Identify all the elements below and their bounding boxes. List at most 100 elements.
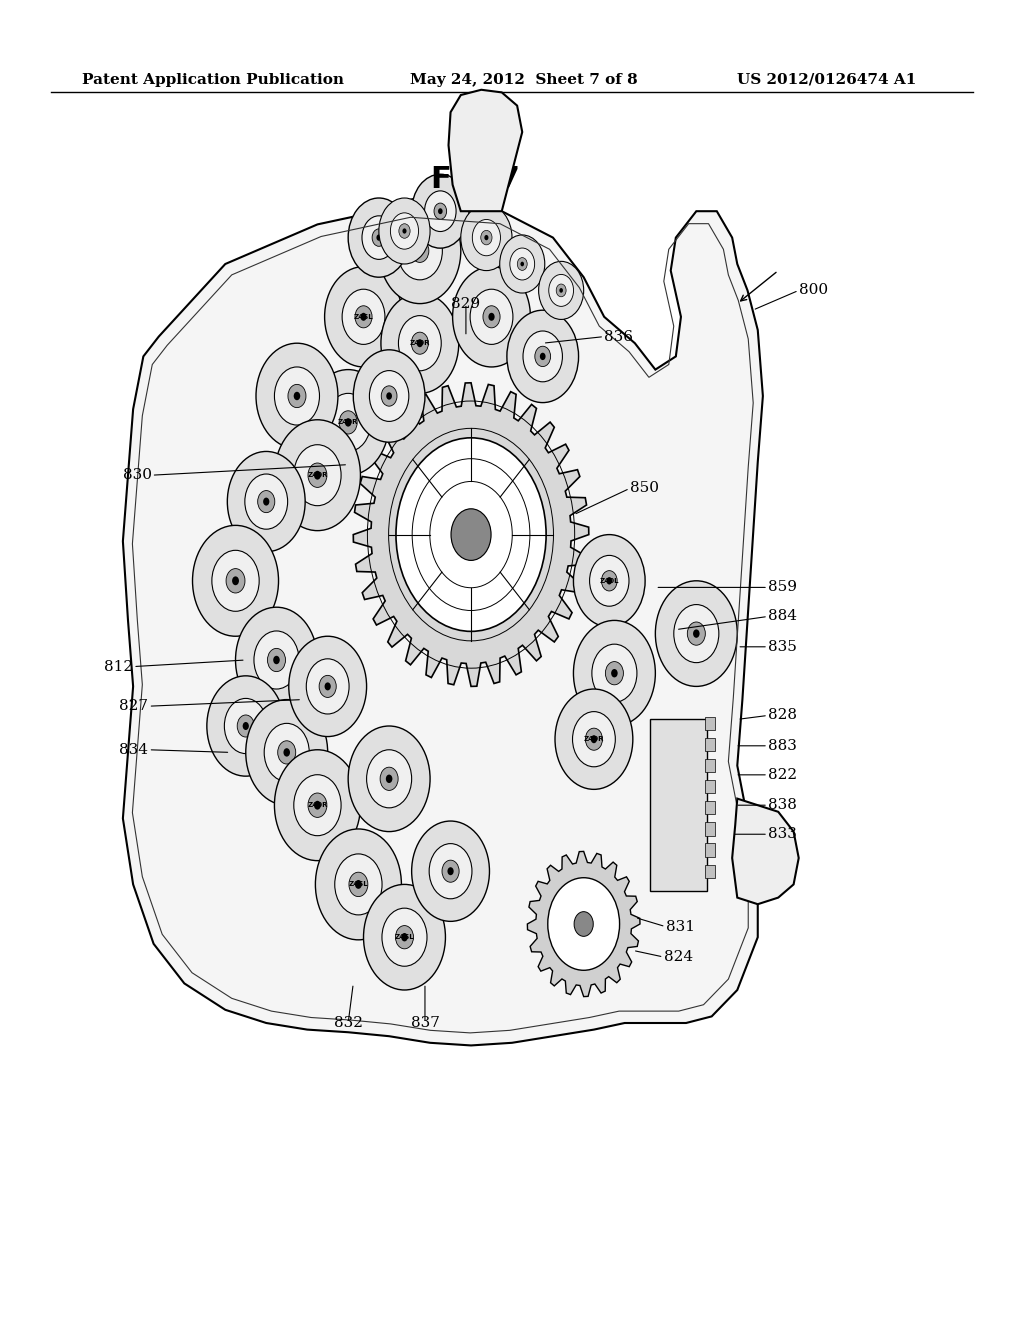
Circle shape <box>274 367 319 425</box>
FancyBboxPatch shape <box>650 719 707 891</box>
Circle shape <box>245 474 288 529</box>
Circle shape <box>243 722 249 730</box>
Polygon shape <box>732 799 799 904</box>
Circle shape <box>429 843 472 899</box>
Circle shape <box>535 346 551 367</box>
Bar <box>705 843 715 857</box>
Circle shape <box>451 508 492 561</box>
Circle shape <box>355 306 372 327</box>
Text: 850: 850 <box>630 482 658 495</box>
Circle shape <box>381 385 397 407</box>
Text: 859: 859 <box>768 581 797 594</box>
Circle shape <box>289 636 367 737</box>
Circle shape <box>411 239 429 263</box>
Polygon shape <box>353 383 589 686</box>
Circle shape <box>254 631 299 689</box>
Text: Patent Application Publication: Patent Application Publication <box>82 73 344 87</box>
Bar <box>705 717 715 730</box>
Circle shape <box>398 315 441 371</box>
Bar <box>705 759 715 772</box>
Bar <box>705 738 715 751</box>
Circle shape <box>379 198 430 264</box>
Circle shape <box>308 463 327 487</box>
Text: 837: 837 <box>411 1016 439 1030</box>
Text: 884: 884 <box>768 610 797 623</box>
Circle shape <box>471 145 512 198</box>
Text: 812: 812 <box>104 660 133 673</box>
Circle shape <box>193 525 279 636</box>
Circle shape <box>548 878 620 970</box>
Circle shape <box>412 333 428 354</box>
Circle shape <box>315 829 401 940</box>
Circle shape <box>470 289 513 345</box>
Circle shape <box>395 925 414 949</box>
Circle shape <box>224 698 267 754</box>
Circle shape <box>572 711 615 767</box>
Circle shape <box>605 661 624 685</box>
Circle shape <box>507 310 579 403</box>
Circle shape <box>349 873 368 896</box>
Circle shape <box>246 700 328 805</box>
Circle shape <box>402 228 407 234</box>
Circle shape <box>655 581 737 686</box>
Circle shape <box>606 577 612 585</box>
Circle shape <box>417 247 423 255</box>
Polygon shape <box>449 90 522 211</box>
Circle shape <box>326 393 371 451</box>
Circle shape <box>590 556 629 606</box>
Bar <box>705 780 715 793</box>
Text: 824: 824 <box>664 950 692 964</box>
Circle shape <box>274 420 360 531</box>
Bar <box>705 801 715 814</box>
Circle shape <box>355 880 361 888</box>
Circle shape <box>278 741 296 764</box>
Circle shape <box>325 682 331 690</box>
Circle shape <box>273 656 280 664</box>
Circle shape <box>227 451 305 552</box>
Circle shape <box>442 861 459 882</box>
Circle shape <box>294 445 341 506</box>
Circle shape <box>573 620 655 726</box>
Circle shape <box>520 261 524 267</box>
Circle shape <box>379 198 461 304</box>
Circle shape <box>412 174 469 248</box>
Circle shape <box>500 235 545 293</box>
Circle shape <box>306 659 349 714</box>
Circle shape <box>425 191 456 231</box>
Text: 838: 838 <box>768 799 797 812</box>
Circle shape <box>573 535 645 627</box>
Circle shape <box>294 775 341 836</box>
Circle shape <box>586 729 602 750</box>
Circle shape <box>401 933 408 941</box>
Text: Z40R: Z40R <box>307 803 328 808</box>
Circle shape <box>307 370 389 475</box>
Circle shape <box>434 203 446 219</box>
Text: FIG.7: FIG.7 <box>430 165 520 194</box>
Circle shape <box>274 750 360 861</box>
Circle shape <box>693 630 699 638</box>
Text: Z40R: Z40R <box>584 737 604 742</box>
Circle shape <box>226 569 245 593</box>
Circle shape <box>398 223 410 238</box>
Circle shape <box>549 275 573 306</box>
Circle shape <box>314 801 321 809</box>
Bar <box>705 865 715 878</box>
Circle shape <box>611 669 617 677</box>
Text: 828: 828 <box>768 709 797 722</box>
Circle shape <box>510 248 535 280</box>
Circle shape <box>207 676 285 776</box>
Circle shape <box>559 288 563 293</box>
Text: Z40R: Z40R <box>410 341 430 346</box>
Circle shape <box>256 343 338 449</box>
Text: US 2012/0126474 A1: US 2012/0126474 A1 <box>737 73 916 87</box>
Text: May 24, 2012  Sheet 7 of 8: May 24, 2012 Sheet 7 of 8 <box>410 73 637 87</box>
Circle shape <box>372 228 386 247</box>
Circle shape <box>212 550 259 611</box>
Text: Z4SL: Z4SL <box>348 882 369 887</box>
Circle shape <box>438 209 442 214</box>
Circle shape <box>238 715 254 737</box>
Circle shape <box>386 392 392 400</box>
Text: 835: 835 <box>768 640 797 653</box>
Circle shape <box>294 392 300 400</box>
Circle shape <box>348 198 410 277</box>
